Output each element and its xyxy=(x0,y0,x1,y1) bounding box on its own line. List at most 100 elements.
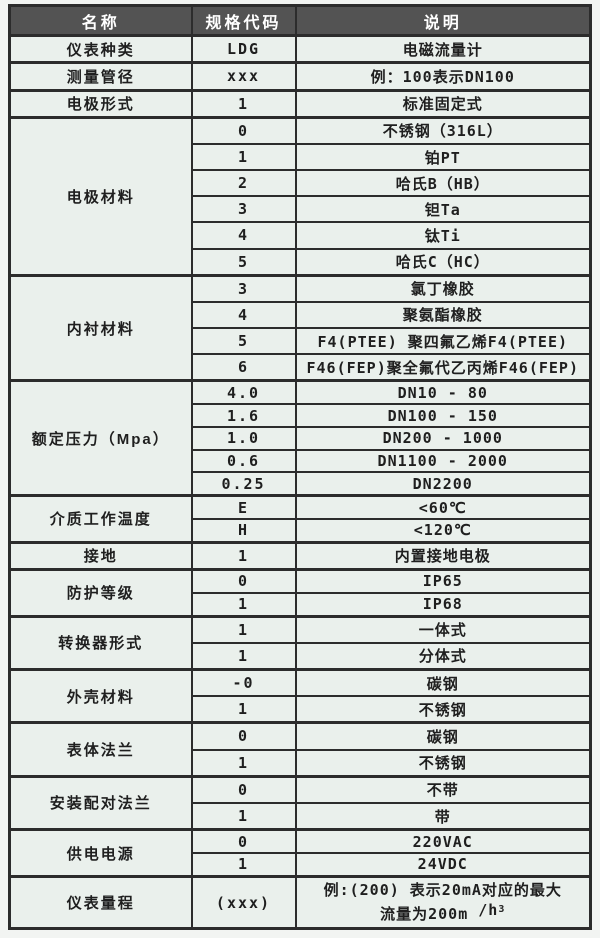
code-cell: 0 xyxy=(190,567,297,594)
table-row: 1 不锈钢 xyxy=(10,748,592,778)
table-row: 5 哈氏C（HC） xyxy=(10,247,592,277)
desc-cell: 一体式 xyxy=(294,614,592,644)
table-row: 安装配对法兰 0 不带 xyxy=(8,774,592,831)
range-note-flow: 流量为200m xyxy=(380,904,469,923)
group-name-cell: 测量管径 xyxy=(8,61,193,92)
table-row: 外壳材料 -0 碳钢 xyxy=(8,667,592,724)
desc-cell: 哈氏C（HC） xyxy=(294,247,592,277)
code-cell: 1 xyxy=(190,88,297,119)
code-cell: 5 xyxy=(190,247,297,277)
table-row: 防护等级 0 IP65 xyxy=(8,567,592,618)
desc-cell: 带 xyxy=(294,801,592,831)
desc-cell: 例：100表示DN100 xyxy=(294,61,592,92)
code-cell: 1 xyxy=(190,852,297,878)
table-row: 供电电源 0 220VAC xyxy=(8,828,592,878)
group-name-cell: 外壳材料 xyxy=(8,667,193,724)
table-row: 测量管径 xxx 例：100表示DN100 xyxy=(8,61,592,92)
table-row: 1 分体式 xyxy=(10,641,592,671)
table-row: 4 聚氨酯橡胶 xyxy=(10,300,592,330)
code-cell: LDG xyxy=(190,33,297,64)
desc-cell: 不锈钢 xyxy=(294,695,592,724)
desc-cell: 分体式 xyxy=(294,641,592,671)
desc-cell: 不带 xyxy=(294,774,592,804)
code-cell: (xxx) xyxy=(190,875,297,930)
table-row: 0.25 DN2200 xyxy=(10,471,592,497)
desc-cell: DN1100 - 2000 xyxy=(294,448,592,474)
group-name-cell: 内衬材料 xyxy=(8,273,193,382)
table-row: 转换器形式 1 一体式 xyxy=(8,614,592,671)
desc-cell: 不锈钢（316L） xyxy=(294,115,592,145)
code-cell: 1 xyxy=(190,142,297,172)
desc-cell: IP65 xyxy=(294,567,592,594)
range-note-unit-sup: 3 xyxy=(498,903,506,915)
desc-cell: F46(FEP)聚全氟代乙丙烯F46(FEP) xyxy=(294,353,592,382)
desc-cell: 220VAC xyxy=(294,828,592,854)
group-name-cell: 防护等级 xyxy=(8,567,193,618)
group-name-cell: 接地 xyxy=(8,540,193,571)
table-row: 接地 1 内置接地电极 xyxy=(8,540,592,571)
desc-cell: DN2200 xyxy=(294,471,592,497)
desc-cell: 不锈钢 xyxy=(294,748,592,778)
code-cell: 0.25 xyxy=(190,471,297,497)
table-row: 1 带 xyxy=(10,801,592,831)
table-row: 电极形式 1 标准固定式 xyxy=(8,88,592,119)
code-cell: 1 xyxy=(190,801,297,831)
code-cell: 6 xyxy=(190,353,297,382)
desc-cell: DN200 - 1000 xyxy=(294,425,592,451)
table-row: 1 铂PT xyxy=(10,142,592,172)
group-name-cell: 供电电源 xyxy=(8,828,193,878)
table-row: 5 F4(PTEE) 聚四氟乙烯F4(PTEE) xyxy=(10,327,592,356)
code-cell: 1.6 xyxy=(190,403,297,428)
desc-cell: 电磁流量计 xyxy=(294,33,592,64)
code-cell: 4.0 xyxy=(190,379,297,406)
code-cell: 5 xyxy=(190,327,297,356)
code-cell: 2 xyxy=(190,169,297,198)
desc-cell: 铂PT xyxy=(294,142,592,172)
code-cell: 0 xyxy=(190,115,297,145)
desc-cell: 钽Ta xyxy=(294,195,592,224)
desc-cell: 碳钢 xyxy=(294,721,592,751)
code-cell: E xyxy=(190,494,297,520)
table-row: 3 钽Ta xyxy=(10,195,592,224)
table-row: 1 IP68 xyxy=(10,591,592,618)
desc-cell: 氯丁橡胶 xyxy=(294,273,592,303)
table-row: 2 哈氏B（HB） xyxy=(10,169,592,198)
desc-cell: 例:(200) 表示20mA对应的最大 流量为200m /h3 xyxy=(294,875,592,930)
code-cell: 4 xyxy=(190,221,297,250)
column-header-code: 规格代码 xyxy=(190,4,297,37)
desc-cell: DN10 - 80 xyxy=(294,379,592,406)
column-header-desc: 说明 xyxy=(294,4,592,37)
group-name-cell: 电极材料 xyxy=(8,115,193,277)
desc-cell: 哈氏B（HB） xyxy=(294,169,592,198)
table-row: 1 24VDC xyxy=(10,852,592,878)
group-name-cell: 表体法兰 xyxy=(8,721,193,778)
table-row: 1.6 DN100 - 150 xyxy=(10,403,592,428)
desc-cell: 标准固定式 xyxy=(294,88,592,119)
desc-cell: 24VDC xyxy=(294,852,592,878)
table-header-row: 名称 规格代码 说明 xyxy=(8,4,592,37)
group-name-cell: 仪表量程 xyxy=(8,875,193,930)
group-name-cell: 介质工作温度 xyxy=(8,494,193,544)
code-cell: 1 xyxy=(190,591,297,618)
desc-cell: <120℃ xyxy=(294,517,592,544)
group-name-cell: 电极形式 xyxy=(8,88,193,119)
code-cell: 4 xyxy=(190,300,297,330)
range-note-unit: /h xyxy=(468,900,499,919)
table-row: 表体法兰 0 碳钢 xyxy=(8,721,592,778)
code-cell: 1 xyxy=(190,614,297,644)
table-row: 电极材料 0 不锈钢（316L） xyxy=(8,115,592,277)
code-cell: 3 xyxy=(190,273,297,303)
code-cell: H xyxy=(190,517,297,544)
table-row: 额定压力（Mpa） 4.0 DN10 - 80 xyxy=(8,379,592,497)
table-row: 6 F46(FEP)聚全氟代乙丙烯F46(FEP) xyxy=(10,353,592,382)
desc-cell: 碳钢 xyxy=(294,667,592,698)
code-cell: 1 xyxy=(190,695,297,724)
table-row: 介质工作温度 E <60℃ xyxy=(8,494,592,544)
spec-table: 名称 规格代码 说明 仪表种类 LDG 电磁流量计 测量管径 xxx 例：100… xyxy=(8,4,592,930)
table-row: 仪表量程 (xxx) 例:(200) 表示20mA对应的最大 流量为200m /… xyxy=(8,875,592,930)
table-row: 1 不锈钢 xyxy=(10,695,592,724)
group-name-cell: 仪表种类 xyxy=(8,33,193,64)
table-row: 0.6 DN1100 - 2000 xyxy=(10,448,592,474)
range-note-line2: 流量为200m /h3 xyxy=(299,900,588,926)
